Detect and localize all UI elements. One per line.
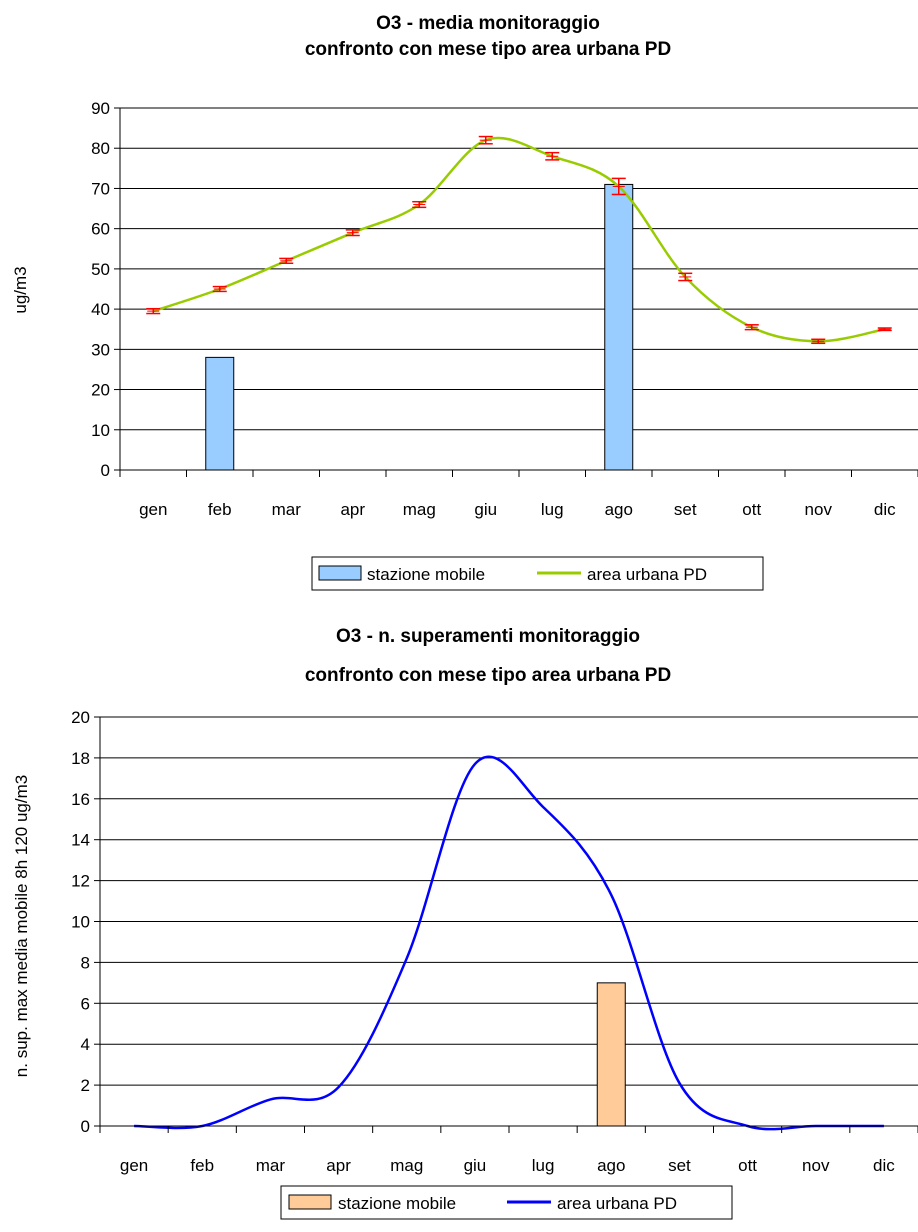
x-tick-label: feb — [190, 1156, 214, 1175]
chart-2-title-line-2: confronto con mese tipo area urbana PD — [305, 665, 671, 686]
y-tick-label: 30 — [91, 340, 110, 359]
series-line-area-urbana-pd — [134, 755, 884, 1131]
chart-1-x-tick-labels: gen feb mar apr mag giu lug ago set ott nov dic — [139, 500, 896, 519]
error-bar-mar — [279, 257, 294, 265]
y-tick-label: 90 — [91, 99, 110, 118]
y-tick-label: 0 — [81, 1117, 90, 1136]
chart-2-y-tick-labels: 0 2 4 6 8 10 12 14 16 18 20 — [71, 708, 90, 1136]
chart-2-y-axis-label: n. sup. max media mobile 8h 120 ug/m3 — [12, 775, 31, 1077]
chart-2-bars — [596, 982, 626, 1127]
x-tick-label: nov — [802, 1156, 830, 1175]
x-tick-label: set — [674, 500, 697, 519]
x-tick-label: lug — [532, 1156, 555, 1175]
chart-1-y-tick-labels: 0 10 20 30 40 50 60 70 80 90 — [91, 99, 110, 480]
chart-1-line-series — [152, 136, 885, 343]
error-bar-nov — [811, 338, 826, 345]
chart-1-legend: stazione mobile area urbana PD — [311, 556, 764, 591]
error-bar-feb — [212, 285, 227, 293]
legend-label-stazione-mobile: stazione mobile — [338, 1194, 456, 1213]
chart-1-error-bars — [146, 135, 892, 345]
chart-1-bars — [205, 183, 634, 471]
x-tick-label: gen — [139, 500, 167, 519]
error-bar-mag — [412, 200, 427, 209]
x-tick-label: ago — [605, 500, 633, 519]
x-tick-label: apr — [326, 1156, 351, 1175]
x-tick-label: giu — [464, 1156, 487, 1175]
chart-2-line-series — [134, 755, 884, 1131]
y-tick-label: 4 — [81, 1035, 90, 1054]
legend-label-stazione-mobile: stazione mobile — [367, 565, 485, 584]
x-tick-label: apr — [340, 500, 365, 519]
y-tick-label: 18 — [71, 749, 90, 768]
chart-1-gridlines — [120, 107, 918, 431]
y-tick-label: 50 — [91, 260, 110, 279]
y-tick-label: 16 — [71, 790, 90, 809]
error-bar-ago — [611, 177, 626, 196]
error-bar-dic — [877, 327, 892, 332]
x-tick-label: gen — [120, 1156, 148, 1175]
y-tick-label: 8 — [81, 953, 90, 972]
bar-ago — [596, 982, 626, 1127]
legend-swatch-stazione-mobile — [318, 565, 362, 581]
y-tick-label: 60 — [91, 220, 110, 239]
legend-label-area-urbana: area urbana PD — [587, 565, 707, 584]
legend-swatch-stazione-mobile — [288, 1194, 332, 1210]
chart-2-x-tick-labels: gen feb mar apr mag giu lug ago set ott nov dic — [120, 1156, 895, 1175]
x-tick-label: ott — [742, 500, 761, 519]
y-tick-label: 14 — [71, 831, 90, 850]
chart-2-gridlines — [100, 716, 918, 1086]
x-tick-label: giu — [474, 500, 497, 519]
y-tick-label: 80 — [91, 139, 110, 158]
x-tick-label: mar — [256, 1156, 286, 1175]
y-tick-label: 40 — [91, 300, 110, 319]
chart-2: O3 - n. superamenti monitoraggio confron… — [12, 626, 918, 1220]
error-bar-ott — [744, 324, 759, 331]
y-tick-label: 20 — [91, 381, 110, 400]
x-tick-label: lug — [541, 500, 564, 519]
x-tick-label: set — [668, 1156, 691, 1175]
chart-1-title-line-1: O3 - media monitoraggio — [376, 13, 600, 34]
bar-ago — [604, 183, 634, 471]
legend-label-area-urbana: area urbana PD — [557, 1194, 677, 1213]
chart-2-title-line-1: O3 - n. superamenti monitoraggio — [336, 626, 640, 647]
x-tick-label: mag — [390, 1156, 423, 1175]
x-tick-label: dic — [873, 1156, 895, 1175]
chart-1-axes — [114, 107, 918, 477]
x-tick-label: mag — [403, 500, 436, 519]
bar-feb — [205, 356, 235, 471]
y-tick-label: 6 — [81, 994, 90, 1013]
y-tick-label: 12 — [71, 872, 90, 891]
chart-1-title-line-2: confronto con mese tipo area urbana PD — [305, 39, 671, 60]
x-tick-label: mar — [272, 500, 302, 519]
y-tick-label: 0 — [101, 461, 110, 480]
x-tick-label: feb — [208, 500, 232, 519]
x-tick-label: ott — [738, 1156, 757, 1175]
chart-2-axes — [94, 716, 918, 1133]
series-line-area-urbana-pd — [152, 136, 885, 343]
y-tick-label: 20 — [71, 708, 90, 727]
error-bar-apr — [345, 229, 360, 237]
chart-2-legend: stazione mobile area urbana PD — [280, 1185, 733, 1220]
error-bar-gen — [146, 307, 161, 315]
y-tick-label: 2 — [81, 1076, 90, 1095]
chart-1: O3 - media monitoraggio confronto con me… — [11, 13, 918, 591]
y-tick-label: 70 — [91, 179, 110, 198]
y-tick-label: 10 — [91, 421, 110, 440]
chart-1-y-axis-label: ug/m3 — [11, 266, 30, 313]
error-bar-giu — [478, 135, 493, 145]
error-bar-set — [678, 272, 693, 282]
error-bar-lug — [545, 151, 560, 161]
y-tick-label: 10 — [71, 913, 90, 932]
x-tick-label: dic — [874, 500, 896, 519]
x-tick-label: nov — [805, 500, 833, 519]
x-tick-label: ago — [597, 1156, 625, 1175]
